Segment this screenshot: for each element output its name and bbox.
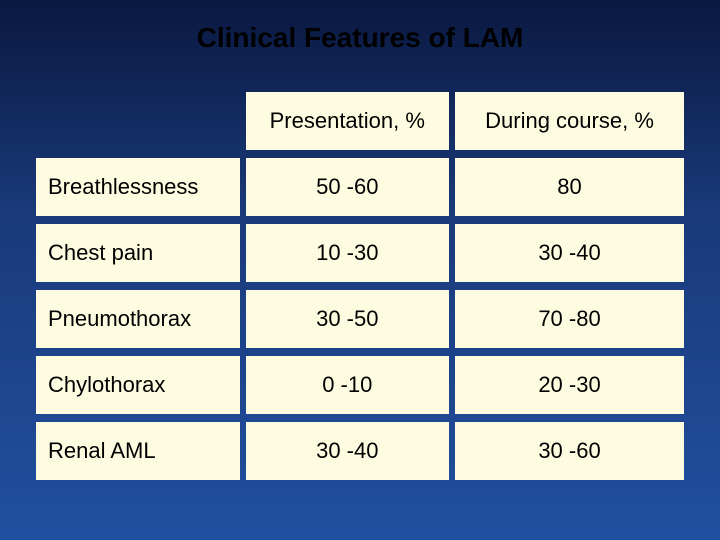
- row-label: Breathlessness: [36, 158, 240, 216]
- cell-course: 70 -80: [455, 290, 684, 348]
- cell-course: 20 -30: [455, 356, 684, 414]
- cell-course: 30 -60: [455, 422, 684, 480]
- header-presentation: Presentation, %: [246, 92, 450, 150]
- cell-presentation: 50 -60: [246, 158, 450, 216]
- header-empty: [36, 92, 240, 150]
- slide-title: Clinical Features of LAM: [30, 18, 690, 54]
- cell-presentation: 0 -10: [246, 356, 450, 414]
- cell-presentation: 10 -30: [246, 224, 450, 282]
- row-label: Renal AML: [36, 422, 240, 480]
- table-row: Chylothorax 0 -10 20 -30: [36, 356, 684, 414]
- cell-presentation: 30 -50: [246, 290, 450, 348]
- table-row: Chest pain 10 -30 30 -40: [36, 224, 684, 282]
- clinical-features-table: Presentation, % During course, % Breathl…: [30, 84, 690, 488]
- table-row: Pneumothorax 30 -50 70 -80: [36, 290, 684, 348]
- row-label: Chylothorax: [36, 356, 240, 414]
- row-label: Chest pain: [36, 224, 240, 282]
- slide: Clinical Features of LAM Presentation, %…: [0, 0, 720, 540]
- table-header-row: Presentation, % During course, %: [36, 92, 684, 150]
- row-label: Pneumothorax: [36, 290, 240, 348]
- cell-presentation: 30 -40: [246, 422, 450, 480]
- table-row: Renal AML 30 -40 30 -60: [36, 422, 684, 480]
- table-row: Breathlessness 50 -60 80: [36, 158, 684, 216]
- header-course: During course, %: [455, 92, 684, 150]
- cell-course: 80: [455, 158, 684, 216]
- table-container: Presentation, % During course, % Breathl…: [30, 84, 690, 488]
- cell-course: 30 -40: [455, 224, 684, 282]
